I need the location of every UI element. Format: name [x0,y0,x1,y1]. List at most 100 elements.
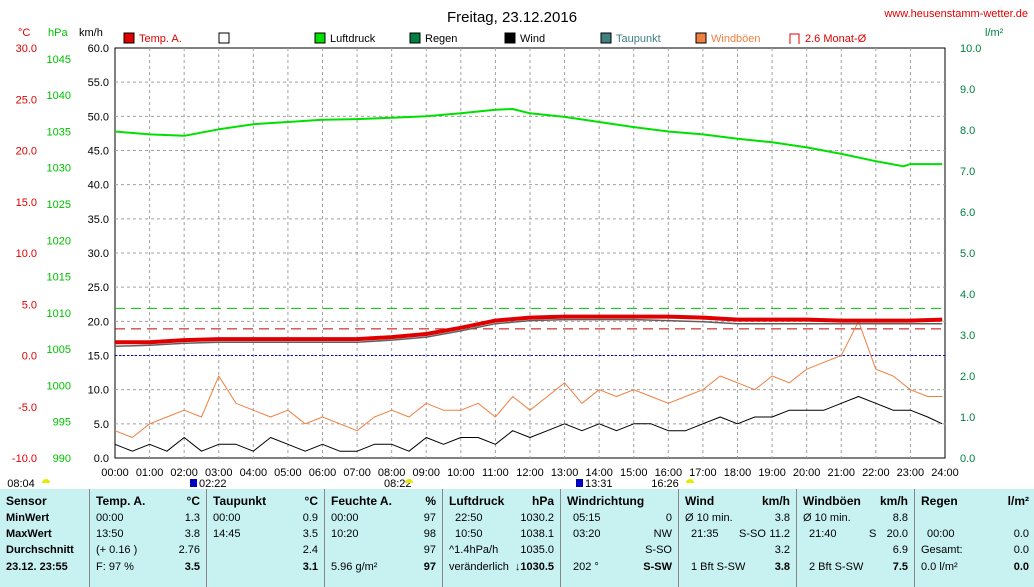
temp-current-value: 3.5 [184,561,200,573]
x-tick-label: 18:00 [724,467,752,479]
rain-column: Regen l/m² 00:00 0.0 Gesamt: 0.0 0.0 l/m² 0.… [914,489,1034,587]
temp-max-time: 13:50 [96,528,124,540]
x-tick-label: 15:00 [620,467,648,479]
wind-max-time: 21:35 [691,528,719,540]
wind-column: Wind km/h Ø 10 min. 3.8 21:35 S-SO 11.2 3.2 … [678,489,796,587]
wind-header: Wind [685,494,715,508]
humidity-unit: % [425,494,436,508]
speed-tick-label: 15.0 [88,351,109,363]
humidity-max-value: 98 [423,528,436,540]
x-tick-label: 22:00 [862,467,890,479]
dewpoint-max-time: 14:45 [213,528,241,540]
winddir-max-value: NW [653,528,672,540]
legend-swatch-monthly-avg [789,33,800,44]
pressure-tick-label: 995 [53,417,71,429]
legend-swatch [123,32,135,44]
winddir-min-value: 0 [665,512,672,524]
temp-avg-value: 2.76 [178,544,200,556]
weather-chart: Freitag, 23.12.2016 www.heusenstamm-wette… [7,8,1028,489]
temp-unit: °C [186,494,200,508]
durchschnitt-label: Durchschnitt [6,544,74,556]
speed-tick-label: 25.0 [88,282,109,294]
series-line-luftdruck [114,108,943,168]
pressure-unit: hPa [531,494,554,508]
rain-tick-label: 2.0 [960,371,975,383]
gust-max-direction: S [869,528,877,540]
pressure-tick-label: 1000 [47,380,71,392]
temp-tick-label: -5.0 [18,402,37,414]
winddir-min-time: 05:15 [573,512,601,524]
x-tick-label: 08:00 [378,467,406,479]
temp-humidity: F: 97 % [96,561,134,573]
dewpoint-min-value: 0.9 [302,512,318,524]
pressure-tick-label: 990 [53,453,71,465]
wind-current-value: 3.8 [774,561,790,573]
rain-header: Regen [921,494,958,508]
temp-column: Temp. A. °C 00:00 1.3 13:50 3.8 (+ 0.16 ) 2.… [89,489,206,587]
temp-tick-label: 5.0 [22,299,37,311]
humidity-avg-value: 97 [423,544,436,556]
rain-tick-label: 8.0 [960,125,975,137]
x-tick-label: 05:00 [274,467,302,479]
winddir-current-value: S-SW [643,561,672,573]
wind-min-value: 3.8 [774,512,790,524]
gust-unit: km/h [879,494,908,508]
x-tick-label: 06:00 [309,467,337,479]
x-tick-label: 20:00 [793,467,821,479]
rain-tick-label: 9.0 [960,84,975,96]
x-tick-label: 04:00 [240,467,268,479]
dewpoint-max-value: 3.5 [302,528,318,540]
pressure-tick-label: 1020 [47,235,71,247]
website-label: www.heusenstamm-wetter.de [883,8,1028,20]
rain-current-value: 0.0 [1013,561,1029,573]
pressure-column: Luftdruck hPa 22:50 1030.2 10:50 1038.1 ^1.… [442,489,560,587]
gust-min-label: Ø 10 min. [803,512,851,524]
gust-column: Windböen km/h Ø 10 min. 8.8 21:40 S 20.0 6.9… [796,489,914,587]
rain-tick-label: 0.0 [960,453,975,465]
winddir-max-time: 03:20 [573,528,601,540]
humidity-column: Feuchte A.% 00:00 97 10:20 98 97 5.96 g/m²… [324,489,442,587]
pressure-max-time: 10:50 [455,528,483,540]
gust-beaufort: 2 Bft S-SW [809,561,864,573]
gust-avg-value: 6.9 [892,544,908,556]
speed-tick-label: 20.0 [88,316,109,328]
legend-swatch [314,32,326,44]
x-tick-label: 21:00 [827,467,855,479]
legend-swatch [409,32,421,44]
sun-marker-icon [405,479,413,483]
x-tick-label: 01:00 [136,467,164,479]
speed-axis-unit: km/h [79,27,103,39]
series-line-taupunkt [114,318,943,348]
pressure-trend: ^1.4hPa/h [449,544,499,556]
temp-tick-label: 10.0 [16,248,37,260]
x-tick-label: 23:00 [897,467,925,479]
winddir-degrees: 202 ° [573,561,599,573]
speed-tick-label: 5.0 [94,419,109,431]
rain-tick-label: 1.0 [960,412,975,424]
pressure-tick-label: 1010 [47,308,71,320]
rain-tick-label: 5.0 [960,248,975,260]
pressure-header: Luftdruck [449,494,505,508]
legend-label: Temp. A. [139,33,182,45]
pressure-tick-label: 1005 [47,344,71,356]
rain-total-value: 0.0 [1013,544,1029,556]
pressure-current-value: ↓1030.5 [514,561,554,573]
time-marker-label: 13:31 [585,478,613,489]
dewpoint-header: Taupunkt [213,494,267,508]
gust-header: Windböen [803,494,861,508]
rain-unit: l/m² [1007,494,1029,508]
speed-tick-label: 0.0 [94,453,109,465]
wind-unit: km/h [761,494,790,508]
x-tick-label: 09:00 [412,467,440,479]
sun-marker-icon [42,479,50,483]
speed-tick-label: 35.0 [88,214,109,226]
legend-swatch [600,32,612,44]
legend-label: Windböen [711,33,761,45]
pressure-tick-label: 1025 [47,199,71,211]
series-line-tempa [115,314,943,345]
speed-tick-label: 50.0 [88,111,109,123]
rain-axis-unit: l/m² [985,27,1004,39]
maxwert-label: MaxWert [6,528,52,540]
x-tick-label: 13:00 [551,467,579,479]
legend-swatch [504,32,516,44]
